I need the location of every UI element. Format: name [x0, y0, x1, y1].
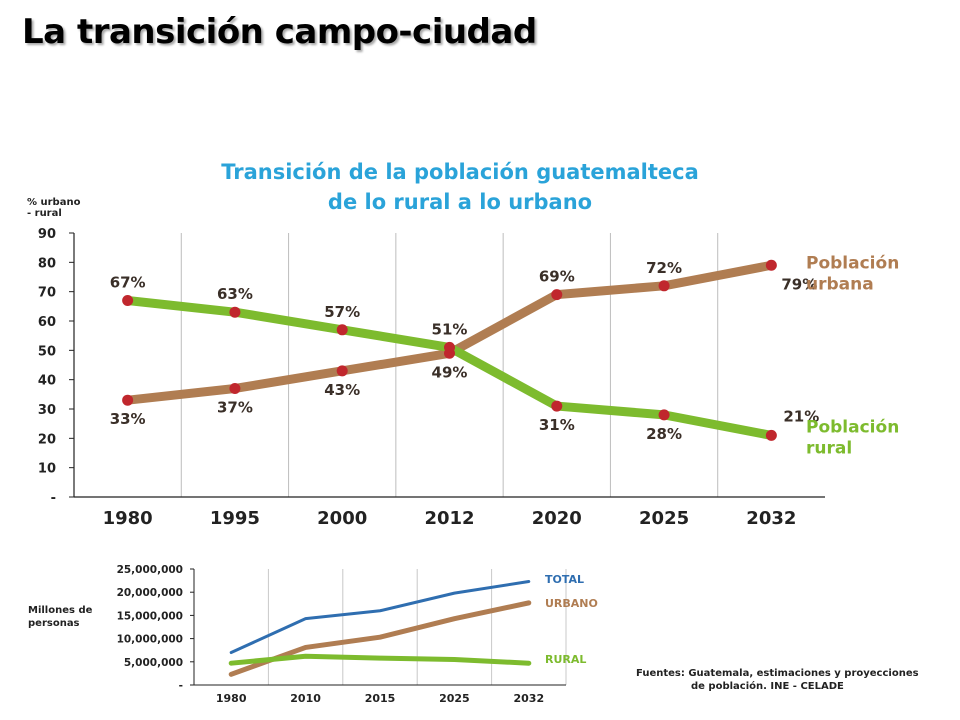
- chart1-y-tick-label: 80: [38, 256, 56, 271]
- chart2-series-line-urban: [228, 600, 532, 677]
- chart1-x-tick-label: 2025: [639, 508, 689, 529]
- chart2-x-tick-label: 2015: [365, 692, 396, 705]
- source-note: Fuentes: Guatemala, estimaciones y proye…: [636, 667, 919, 693]
- chart1-x-tick-label: 1980: [103, 508, 153, 529]
- data-label-rural: 28%: [646, 425, 682, 443]
- chart2-y-axis-label: Millones de personas: [28, 605, 93, 629]
- chart2-y-tick-label: 20,000,000: [117, 587, 183, 599]
- chart2-legend-total: TOTAL: [545, 573, 584, 586]
- chart1-y-tick-label: 90: [38, 227, 56, 242]
- data-label-urban: 49%: [432, 363, 468, 381]
- chart-title: Transición de la población guatemalteca …: [150, 157, 770, 217]
- chart2-legend-urban: URBANO: [545, 597, 598, 610]
- data-point-urban: [658, 280, 670, 292]
- data-point-rural: [229, 306, 241, 318]
- data-point-urban: [122, 394, 134, 406]
- chart1-y-tick-label: 60: [38, 315, 56, 330]
- chart2-series-line-total: [229, 580, 531, 655]
- data-point-urban: [229, 382, 241, 394]
- chart1-y-tick-label: 30: [38, 403, 56, 418]
- legend-rural-line1: Población: [806, 417, 899, 437]
- source-line1: Fuentes: Guatemala, estimaciones y proye…: [636, 668, 919, 679]
- chart2-x-tick-label: 2010: [290, 692, 321, 705]
- chart1-y-tick-label: -: [51, 491, 56, 506]
- data-label-rural: 51%: [432, 320, 468, 338]
- data-point-rural: [336, 324, 348, 336]
- data-point-rural: [658, 409, 670, 421]
- data-label-urban: 69%: [539, 268, 575, 286]
- data-label-rural: 31%: [539, 416, 575, 434]
- chart1-y-tick-label: 40: [38, 374, 56, 389]
- chart1-x-tick-label: 2000: [317, 508, 367, 529]
- data-label-rural: 63%: [217, 285, 253, 303]
- legend-rural-line2: rural: [806, 438, 852, 458]
- chart2-y-tick-label: 10,000,000: [117, 634, 183, 646]
- data-label-urban: 72%: [646, 259, 682, 277]
- chart2-y-tick-label: 25,000,000: [117, 564, 183, 576]
- chart1-y-axis-label: % urbano - rural: [27, 197, 81, 219]
- data-point-rural: [122, 294, 134, 306]
- data-point-urban: [765, 259, 777, 271]
- legend-urban-line2: urbana: [806, 274, 874, 294]
- chart2-y-tick-label: 5,000,000: [124, 657, 183, 669]
- data-label-urban: 43%: [324, 381, 360, 399]
- chart2-x-tick-label: 2025: [439, 692, 470, 705]
- chart1-x-tick-label: 2020: [532, 508, 582, 529]
- data-point-rural: [444, 341, 455, 353]
- chart1-x-tick-label: 1995: [210, 508, 260, 529]
- source-line2: de población. INE - CELADE: [691, 681, 844, 692]
- chart1-y-tick-label: 50: [38, 344, 56, 359]
- chart2-y-tick-label: -: [179, 680, 183, 692]
- data-point-urban: [336, 365, 348, 377]
- data-label-urban: 79%: [781, 275, 817, 293]
- chart1-y-tick-label: 70: [38, 286, 56, 301]
- chart1-y-tick-label: 10: [38, 462, 56, 477]
- chart2-y-tick-label: 15,000,000: [117, 610, 183, 622]
- chart-title-line2: de lo rural a lo urbano: [327, 190, 593, 214]
- data-label-urban: 37%: [217, 398, 253, 416]
- legend-urban-line1: Población: [806, 253, 899, 273]
- chart2-legend-rural: RURAL: [545, 653, 586, 666]
- chart1-x-tick-label: 2012: [424, 508, 474, 529]
- data-label-rural: 67%: [110, 273, 146, 291]
- data-label-urban: 33%: [110, 410, 146, 428]
- chart-title-line1: Transición de la población guatemalteca: [221, 160, 699, 184]
- chart2-series-line-rural: [228, 653, 532, 666]
- data-label-rural: 57%: [324, 303, 360, 321]
- chart2-x-tick-label: 2032: [513, 692, 544, 705]
- chart2-x-tick-label: 1980: [216, 692, 247, 705]
- data-point-rural: [551, 400, 563, 412]
- data-point-urban: [551, 289, 563, 301]
- chart1-y-tick-label: 20: [38, 432, 56, 447]
- data-point-rural: [765, 429, 777, 441]
- slide-title: La transición campo-ciudad: [22, 12, 537, 52]
- chart1-x-tick-label: 2032: [746, 508, 796, 529]
- data-label-rural: 21%: [783, 407, 819, 425]
